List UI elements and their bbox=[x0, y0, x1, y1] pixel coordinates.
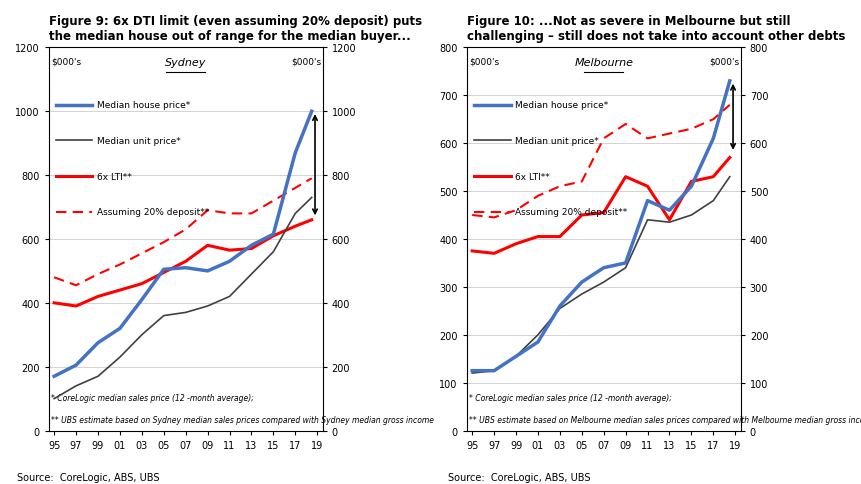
Text: Figure 10: ...Not as severe in Melbourne but still
challenging – still does not : Figure 10: ...Not as severe in Melbourne… bbox=[466, 15, 844, 43]
Text: Median unit price*: Median unit price* bbox=[514, 136, 598, 146]
Text: ** UBS estimate based on Sydney median sales prices compared with Sydney median : ** UBS estimate based on Sydney median s… bbox=[51, 415, 433, 424]
Text: $000's: $000's bbox=[291, 58, 321, 67]
Text: $000's: $000's bbox=[709, 58, 739, 67]
Text: Assuming 20% deposit**: Assuming 20% deposit** bbox=[96, 208, 209, 217]
Text: Median house price*: Median house price* bbox=[96, 101, 190, 110]
Text: $000's: $000's bbox=[51, 58, 81, 67]
Text: $000's: $000's bbox=[468, 58, 499, 67]
Text: * CoreLogic median sales price (12 -month average);: * CoreLogic median sales price (12 -mont… bbox=[51, 393, 253, 403]
Text: 6x LTI**: 6x LTI** bbox=[96, 172, 132, 181]
Text: Median unit price*: Median unit price* bbox=[96, 136, 181, 146]
Text: Source:  CoreLogic, ABS, UBS: Source: CoreLogic, ABS, UBS bbox=[17, 471, 159, 482]
Text: ** UBS estimate based on Melbourne median sales prices compared with Melbourne m: ** UBS estimate based on Melbourne media… bbox=[468, 415, 861, 424]
Text: Figure 9: 6x DTI limit (even assuming 20% deposit) puts
the median house out of : Figure 9: 6x DTI limit (even assuming 20… bbox=[48, 15, 421, 43]
Text: Source:  CoreLogic, ABS, UBS: Source: CoreLogic, ABS, UBS bbox=[448, 471, 590, 482]
Text: 6x LTI**: 6x LTI** bbox=[514, 172, 549, 181]
Text: Median house price*: Median house price* bbox=[514, 101, 608, 110]
Text: * CoreLogic median sales price (12 -month average);: * CoreLogic median sales price (12 -mont… bbox=[468, 393, 671, 403]
Text: Assuming 20% deposit**: Assuming 20% deposit** bbox=[514, 208, 627, 217]
Text: Sydney: Sydney bbox=[164, 58, 206, 68]
Text: Melbourne: Melbourne bbox=[573, 58, 633, 68]
